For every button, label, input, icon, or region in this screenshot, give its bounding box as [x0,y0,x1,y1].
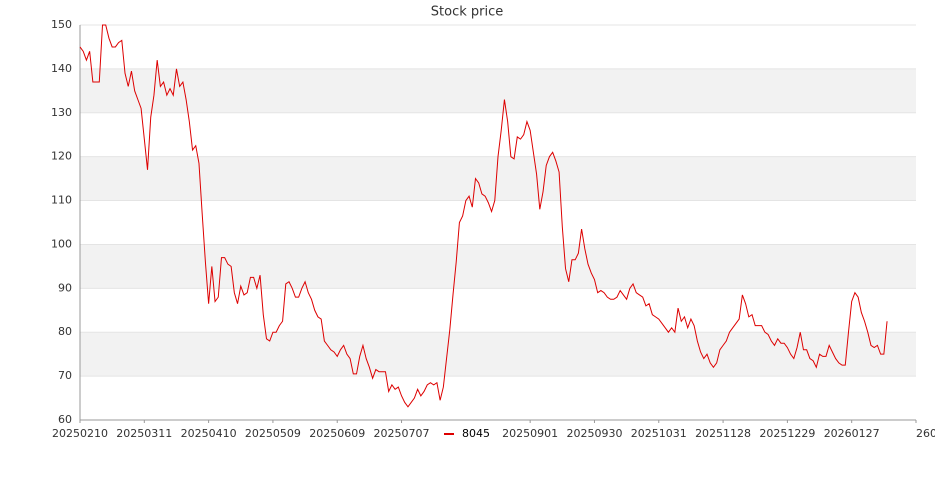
legend-background [438,425,494,443]
y-tick-label: 150 [51,18,72,31]
x-tick-label: 20250210 [52,427,108,440]
y-tick-label: 100 [51,237,72,250]
y-tick-label: 70 [58,369,72,382]
y-tick-label: 90 [58,281,72,294]
y-tick-label: 130 [51,106,72,119]
x-tick-label: 20250410 [181,427,237,440]
x-tick-label: 20260127 [824,427,880,440]
x-tick-label: 20250311 [116,427,172,440]
y-tick-label: 110 [51,194,72,207]
y-tick-label: 80 [58,325,72,338]
y-tick-label: 140 [51,62,72,75]
x-tick-label: 20250609 [309,427,365,440]
x-tick-label: 20251031 [631,427,687,440]
chart-title: Stock price [431,5,503,20]
x-tick-label: 20251128 [695,427,751,440]
legend-label: 8045 [462,427,490,440]
x-tick-label: 20250707 [374,427,430,440]
x-tick-label: 260 [916,427,935,440]
grid-band [80,156,916,201]
grid-band [80,332,916,377]
y-tick-label: 60 [58,413,72,426]
price-line [79,24,888,408]
x-tick-label: 20250930 [566,427,622,440]
grid-band [80,68,916,113]
x-tick-label: 20250901 [502,427,558,440]
y-tick-label: 120 [51,150,72,163]
x-tick-label: 20251229 [759,427,815,440]
x-tick-label: 20250509 [245,427,301,440]
